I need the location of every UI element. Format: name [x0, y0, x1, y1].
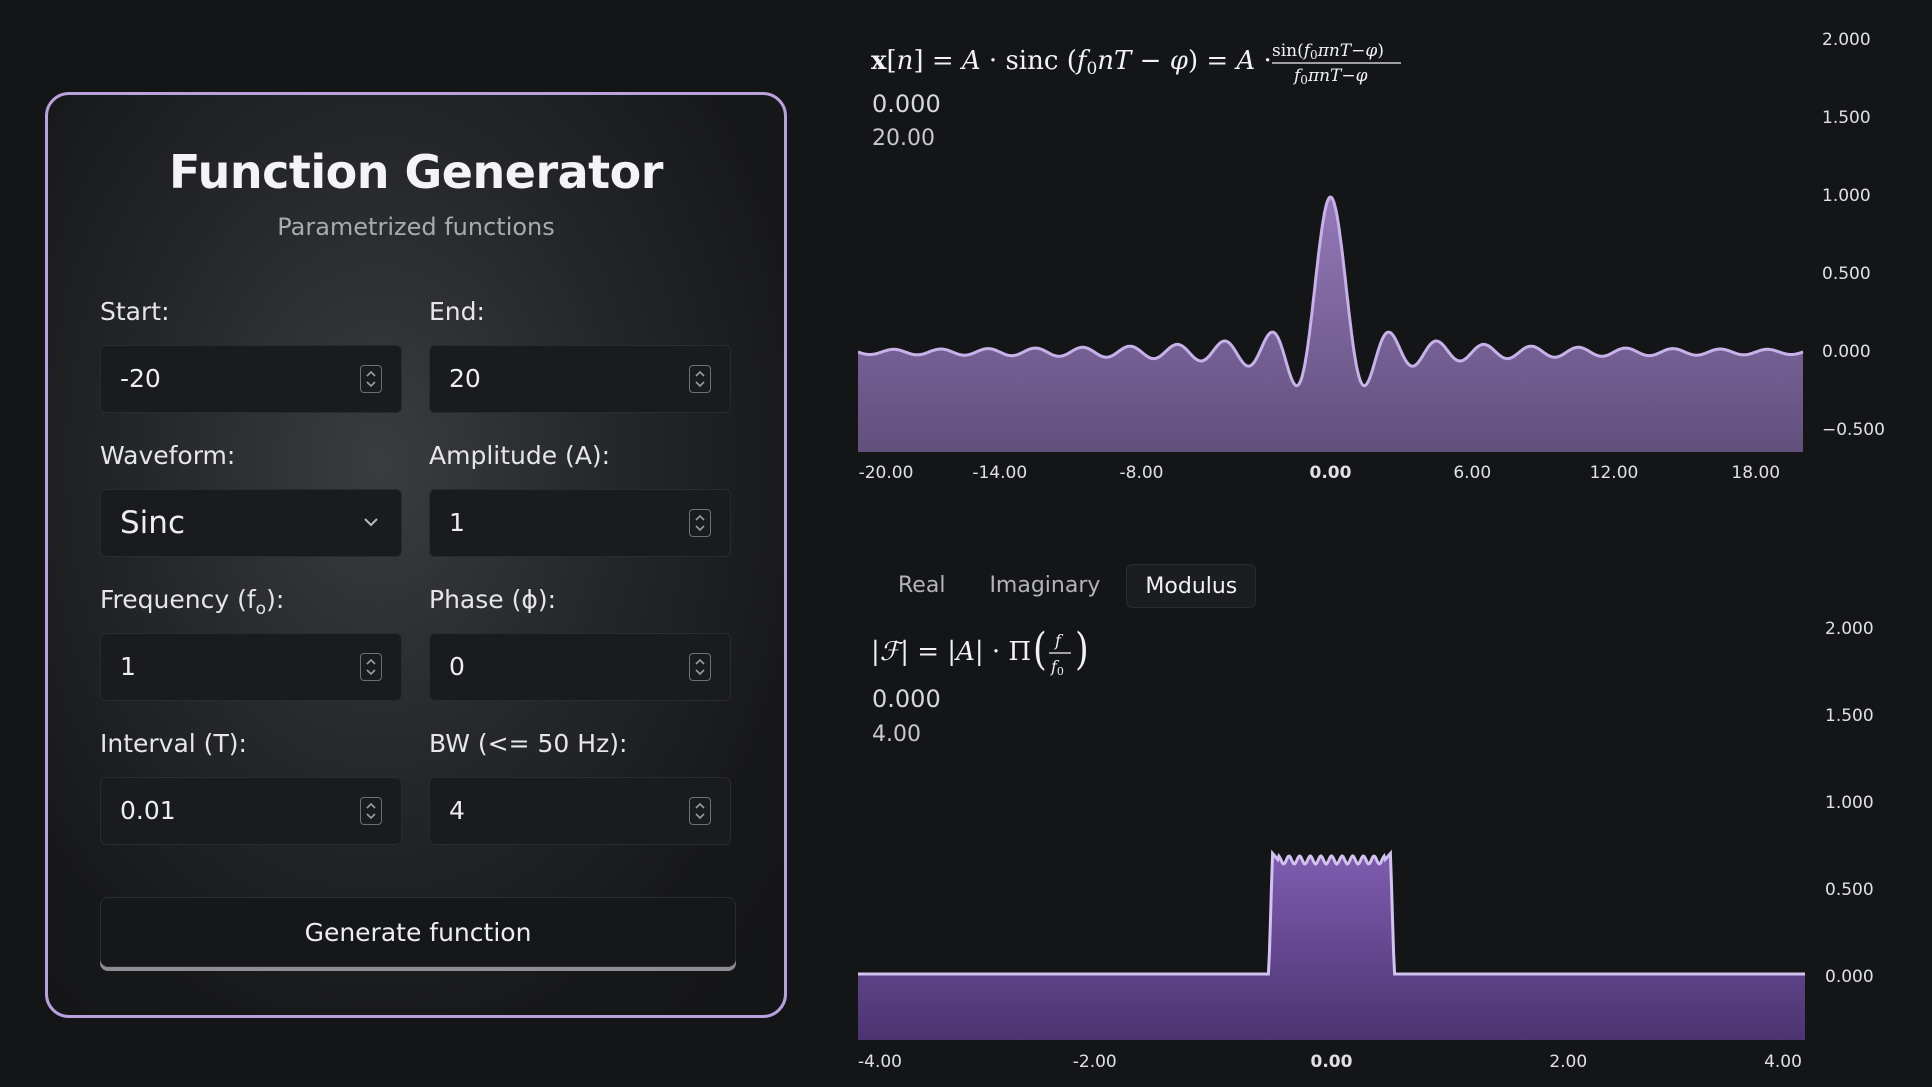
- svg-text:f: f: [1054, 631, 1064, 650]
- spectrum-x-tick: -2.00: [1072, 1052, 1117, 1072]
- time-series-area: [858, 197, 1803, 452]
- waveform-select[interactable]: Sinc: [100, 489, 402, 557]
- time-series-line: [858, 195, 1804, 388]
- spectrum-x-tick: 0.00: [1310, 1052, 1353, 1072]
- time-domain-chart[interactable]: [858, 140, 1806, 455]
- svg-text:f0: f0: [1050, 657, 1064, 678]
- spectrum-line: [858, 849, 1805, 976]
- phase-stepper-icon[interactable]: [689, 653, 711, 681]
- time-x-tick: 18.00: [1731, 463, 1781, 483]
- time-x-tick: -14.00: [972, 463, 1028, 483]
- svg-text:(: (: [1033, 624, 1047, 675]
- waveform-label: Waveform:: [100, 441, 236, 470]
- panel-title: Function Generator: [169, 145, 663, 199]
- spectrum-y-tick: 2.000: [1825, 619, 1874, 639]
- chevron-down-icon: [364, 518, 378, 527]
- function-generator-panel: Function Generator Parametrized function…: [45, 92, 787, 1018]
- panel-subtitle: Parametrized functions: [277, 213, 555, 241]
- amplitude-stepper-icon[interactable]: [689, 509, 711, 537]
- end-value: 20: [449, 364, 481, 393]
- time-y-tick: 1.000: [1822, 186, 1871, 206]
- generate-function-button[interactable]: Generate function: [100, 897, 736, 967]
- amplitude-value: 1: [449, 508, 465, 537]
- time-readout-value: 0.000: [872, 90, 941, 118]
- bw-stepper-icon[interactable]: [689, 797, 711, 825]
- phase-value: 0: [449, 652, 465, 681]
- start-input[interactable]: -20: [100, 345, 402, 413]
- start-stepper-icon[interactable]: [360, 365, 382, 393]
- svg-text:x[n] = A · sinc (f0nT − φ) = A: x[n] = A · sinc (f0nT − φ) = A ·: [871, 46, 1272, 79]
- spectrum-tabs: Real Imaginary Modulus: [880, 564, 1257, 608]
- interval-label: Interval (T):: [100, 729, 247, 758]
- time-x-tick: -20.00: [858, 463, 914, 483]
- interval-input[interactable]: 0.01: [100, 777, 402, 845]
- time-x-tick: 0.00: [1309, 463, 1352, 483]
- time-y-tick: 0.500: [1822, 264, 1871, 284]
- frequency-input[interactable]: 1: [100, 633, 402, 701]
- end-input[interactable]: 20: [429, 345, 731, 413]
- phase-label: Phase (ϕ):: [429, 585, 557, 614]
- spectrum-formula: |ℱ| = |A| · Π ( f f0 ): [871, 624, 1111, 688]
- start-value: -20: [120, 364, 161, 393]
- spectrum-x-tick: 4.00: [1764, 1052, 1802, 1072]
- time-x-tick: 12.00: [1589, 463, 1639, 483]
- bw-input[interactable]: 4: [429, 777, 731, 845]
- amplitude-input[interactable]: 1: [429, 489, 731, 557]
- time-y-tick: 0.000: [1822, 342, 1871, 362]
- spectrum-y-tick: 1.500: [1825, 706, 1874, 726]
- time-x-tick: 6.00: [1453, 463, 1492, 483]
- spectrum-x-tick: 2.00: [1549, 1052, 1588, 1072]
- end-stepper-icon[interactable]: [689, 365, 711, 393]
- svg-text:): ): [1075, 624, 1089, 675]
- time-x-tick: -8.00: [1119, 463, 1164, 483]
- frequency-domain-chart[interactable]: [858, 760, 1806, 1040]
- spectrum-y-tick: 0.000: [1825, 967, 1874, 987]
- end-label: End:: [429, 297, 485, 326]
- svg-text:f0πnT−φ: f0πnT−φ: [1292, 66, 1368, 87]
- bw-label: BW (<= 50 Hz):: [429, 729, 628, 758]
- time-formula: x[n] = A · sinc (f0nT − φ) = A · sin(f0π…: [871, 36, 1411, 96]
- spectrum-y-tick: 1.000: [1825, 793, 1874, 813]
- svg-text:sin(f0πnT−φ): sin(f0πnT−φ): [1272, 41, 1384, 62]
- tab-imaginary[interactable]: Imaginary: [989, 573, 1101, 598]
- time-y-tick: −0.500: [1822, 420, 1885, 440]
- time-y-tick: 1.500: [1822, 108, 1871, 128]
- svg-text:|ℱ| = |A| · Π: |ℱ| = |A| · Π: [871, 637, 1031, 667]
- spectrum-y-tick: 0.500: [1825, 880, 1874, 900]
- spectrum-area: [858, 853, 1805, 1040]
- tab-modulus[interactable]: Modulus: [1126, 564, 1257, 608]
- waveform-value: Sinc: [120, 505, 185, 541]
- frequency-stepper-icon[interactable]: [360, 653, 382, 681]
- spectrum-x-tick: -4.00: [858, 1052, 902, 1072]
- time-y-tick: 2.000: [1822, 30, 1871, 50]
- time-readout-x: 20.00: [872, 126, 935, 151]
- amplitude-label: Amplitude (A):: [429, 441, 611, 470]
- frequency-label: Frequency (fo):: [100, 585, 285, 619]
- bw-value: 4: [449, 796, 465, 825]
- spectrum-readout-value: 0.000: [872, 685, 941, 713]
- spectrum-readout-x: 4.00: [872, 722, 921, 747]
- interval-stepper-icon[interactable]: [360, 797, 382, 825]
- phase-input[interactable]: 0: [429, 633, 731, 701]
- frequency-value: 1: [120, 652, 136, 681]
- interval-value: 0.01: [120, 796, 176, 825]
- start-label: Start:: [100, 297, 170, 326]
- tab-real[interactable]: Real: [898, 573, 946, 598]
